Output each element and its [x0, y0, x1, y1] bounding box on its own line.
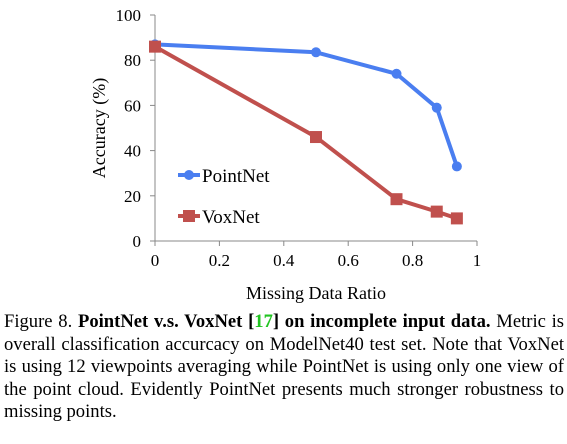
figure-caption: Figure 8. PointNet v.s. VoxNet [17] on i…: [4, 311, 564, 424]
data-point-voxnet: [450, 212, 463, 225]
data-point-voxnet: [149, 40, 161, 53]
x-ticks: 0 0.2 0.4 0.6 0.8 1: [151, 241, 482, 270]
series-line-voxnet: [154, 44, 458, 221]
x-axis-title: Missing Data Ratio: [246, 283, 386, 303]
legend: PointNet VoxNet: [178, 166, 270, 228]
x-tick-label: 0.2: [209, 251, 230, 270]
x-tick-label: 1: [473, 251, 482, 270]
x-tick-label: 0: [151, 251, 160, 270]
data-point-pointnet: [431, 102, 442, 113]
legend-item-voxnet: VoxNet: [178, 207, 260, 228]
x-tick-label: 0.4: [273, 251, 295, 270]
data-point-voxnet: [310, 131, 322, 144]
y-ticks: 0 20 40 60 80 100: [116, 6, 155, 251]
x-tick-label: 0.6: [338, 251, 359, 270]
legend-marker-voxnet: [183, 210, 195, 222]
y-tick-label: 0: [133, 232, 142, 251]
legend-marker-pointnet: [184, 170, 194, 180]
y-axis-title: Accuracy (%): [89, 78, 110, 178]
line-chart: 0 20 40 60 80 100 0 0.2 0.4 0.6 0.8 1 Accuracy (%)…: [89, 6, 482, 303]
caption-reference-link[interactable]: 17: [254, 311, 273, 332]
data-point-voxnet: [430, 205, 443, 218]
x-tick-label: 0.8: [402, 251, 423, 270]
y-tick-label: 60: [124, 96, 141, 115]
caption-label: Figure 8.: [4, 311, 73, 332]
legend-label-pointnet: PointNet: [202, 166, 270, 187]
legend-label-voxnet: VoxNet: [202, 207, 260, 228]
data-point-pointnet: [451, 161, 462, 172]
y-tick-label: 80: [124, 51, 141, 70]
axes: [154, 15, 477, 242]
caption-body: Metric is overall classification accurca…: [4, 311, 564, 422]
y-tick-label: 20: [124, 187, 141, 206]
y-tick-label: 100: [116, 6, 142, 25]
legend-item-pointnet: PointNet: [178, 166, 270, 187]
caption-title: PointNet v.s. VoxNet [17] on incomplete …: [77, 311, 491, 332]
data-point-voxnet: [390, 193, 403, 206]
y-tick-label: 40: [124, 142, 141, 161]
data-point-pointnet: [311, 47, 321, 58]
data-point-pointnet: [391, 68, 402, 79]
series-line-pointnet: [154, 42, 459, 168]
series-layer: [149, 39, 463, 225]
